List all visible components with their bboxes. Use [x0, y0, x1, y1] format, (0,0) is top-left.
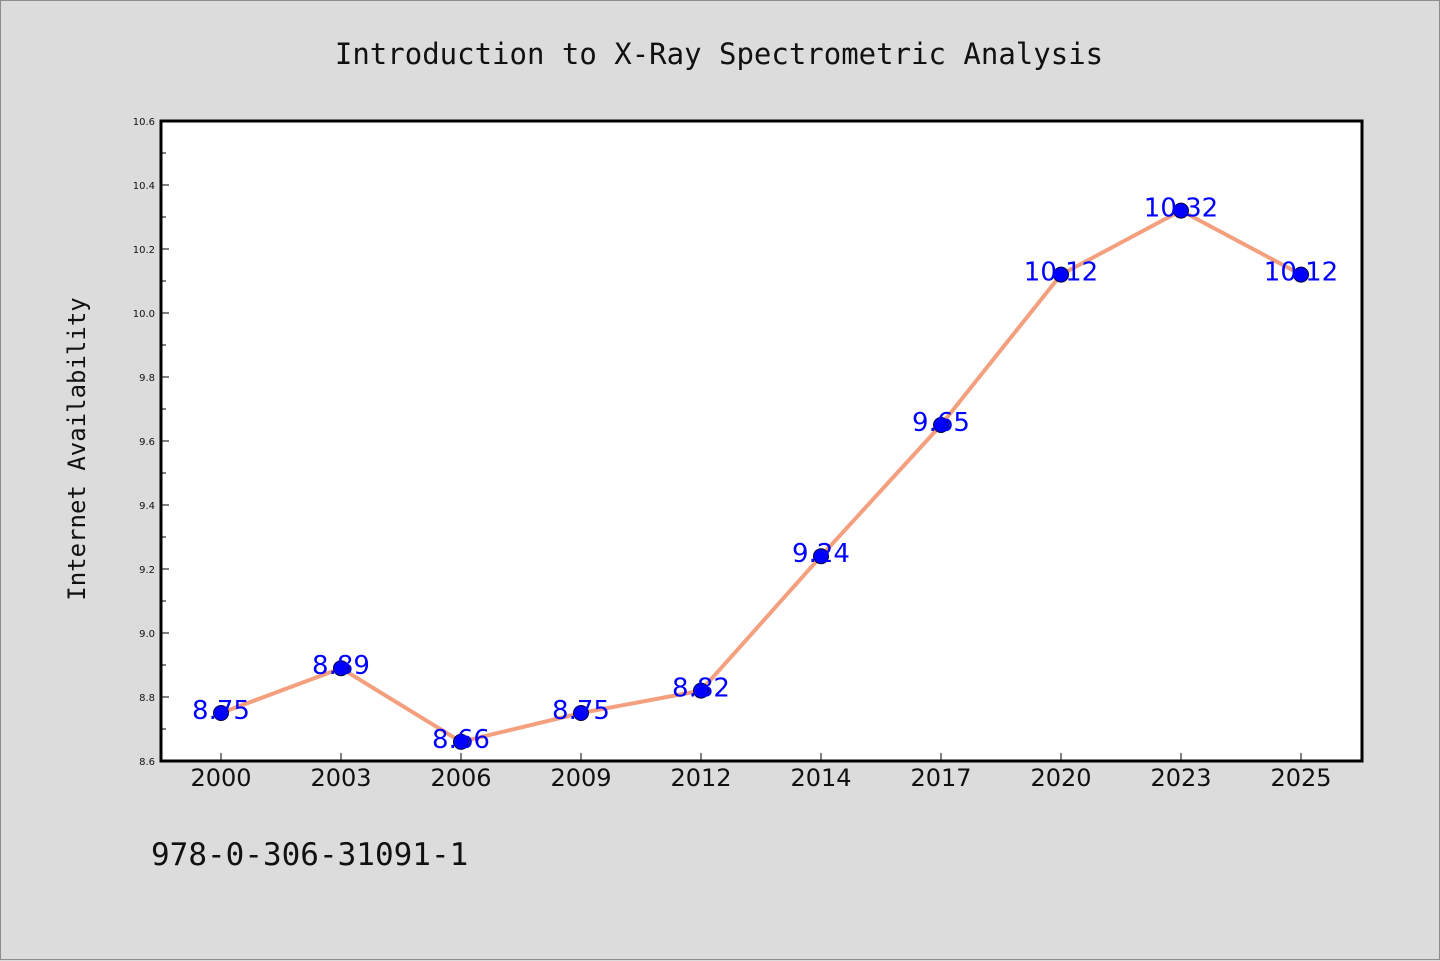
y-tick-label: 8.8: [139, 693, 155, 704]
y-tick-label: 9.6: [139, 437, 155, 448]
series-layer: [213, 202, 1309, 750]
y-tick-label: 9.2: [139, 565, 155, 576]
x-tick-label: 2025: [1270, 764, 1331, 792]
y-tick-label: 9.8: [139, 373, 155, 384]
y-tick-label: 9.4: [139, 501, 155, 512]
data-point: [453, 733, 469, 750]
data-label: 8.82: [672, 674, 730, 704]
x-tick-label: 2006: [430, 764, 491, 792]
x-tick-label: 2003: [310, 764, 371, 792]
series-line: [220, 208, 1302, 744]
data-point: [1173, 202, 1189, 219]
y-axis-label: Internet Availability: [63, 297, 91, 600]
x-tick-label: 2023: [1150, 764, 1211, 792]
y-axis: 8.6 8.8 9.0 9.2 9.4 9.6 9.8 10.0 10.2 10.4 10.6: [133, 117, 169, 768]
data-point: [813, 548, 829, 565]
data-point: [333, 660, 349, 677]
data-point: [573, 705, 589, 721]
data-label: 10.32: [1144, 194, 1218, 224]
data-label: 8.75: [552, 696, 610, 726]
y-tick-label: 10.4: [133, 181, 155, 192]
x-tick-label: 2000: [190, 764, 251, 792]
plot-area: [159, 119, 1364, 763]
data-label: 8.75: [192, 696, 250, 726]
y-tick-label: 10.2: [133, 245, 155, 256]
y-tick-label: 10.0: [133, 309, 155, 320]
isbn-caption: 978-0-306-31091-1: [151, 837, 468, 873]
data-point: [213, 705, 229, 721]
x-tick-label: 2009: [550, 764, 611, 792]
data-point: [933, 417, 949, 433]
data-label: 8.66: [432, 725, 490, 755]
y-tick-label: 9.0: [139, 629, 155, 640]
x-tick-label: 2012: [670, 764, 731, 792]
data-label: 10.12: [1264, 258, 1338, 288]
x-tick-label: 2014: [790, 764, 851, 792]
data-point: [1293, 266, 1309, 283]
y-tick-label: 10.6: [133, 117, 155, 128]
data-point: [1053, 266, 1069, 283]
x-axis: 2000 2003 2006 2009 2012 2014 2017 2020 2023 2025: [190, 753, 1332, 792]
data-label: 9.24: [792, 539, 850, 569]
data-label-layer: 8.75 8.89 8.66 8.75 8.82 9.24 9.65 10.12 10.32 10…: [192, 194, 1338, 755]
data-point: [693, 682, 709, 699]
y-tick-label: 8.6: [139, 757, 155, 768]
x-tick-label: 2020: [1030, 764, 1091, 792]
data-label: 8.89: [312, 651, 370, 681]
x-tick-label: 2017: [910, 764, 971, 792]
data-label: 10.12: [1024, 258, 1098, 288]
chart-title: Introduction to X-Ray Spectrometric Anal…: [335, 37, 1103, 71]
data-label: 9.65: [912, 408, 970, 438]
